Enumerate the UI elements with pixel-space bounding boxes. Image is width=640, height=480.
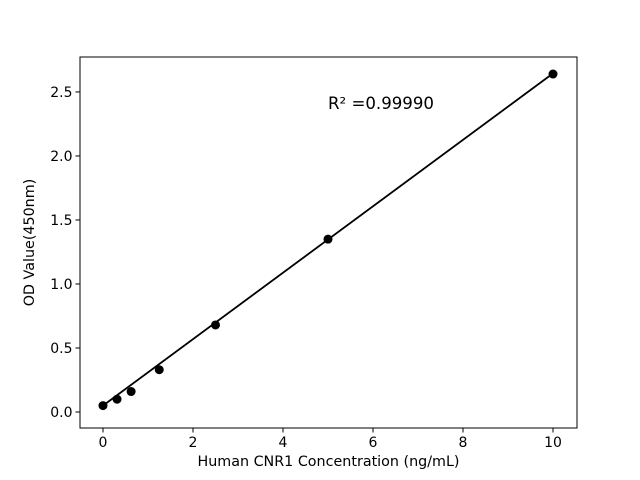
y-tick-label: 2.5 — [50, 85, 72, 101]
x-axis-ticks: 0 2 4 6 8 10 — [99, 428, 562, 451]
x-tick-label: 2 — [189, 435, 198, 451]
data-point — [126, 387, 136, 397]
y-tick-label: 2.0 — [50, 149, 72, 165]
y-tick-label: 0.5 — [50, 341, 72, 357]
y-tick-label: 1.5 — [50, 213, 72, 229]
x-tick-label: 0 — [99, 435, 108, 451]
y-tick-label: 0.0 — [50, 405, 72, 421]
data-point — [98, 401, 108, 411]
data-point — [154, 365, 164, 375]
r-squared-annotation: R² =0.99990 — [328, 94, 434, 113]
x-tick-label: 6 — [369, 435, 378, 451]
y-tick-label: 1.0 — [50, 277, 72, 293]
x-tick-label: 10 — [544, 435, 562, 451]
data-point — [548, 69, 558, 79]
data-series — [98, 69, 558, 411]
x-tick-label: 4 — [279, 435, 288, 451]
data-point — [211, 320, 221, 330]
x-tick-label: 8 — [459, 435, 468, 451]
y-axis-title: OD Value(450nm) — [22, 179, 38, 307]
y-axis-ticks: 0.0 0.5 1.0 1.5 2.0 2.5 — [50, 85, 80, 421]
data-point — [323, 234, 333, 244]
data-point — [112, 394, 122, 404]
x-axis-title: Human CNR1 Concentration (ng/mL) — [197, 454, 459, 470]
plot-frame — [79, 56, 578, 429]
